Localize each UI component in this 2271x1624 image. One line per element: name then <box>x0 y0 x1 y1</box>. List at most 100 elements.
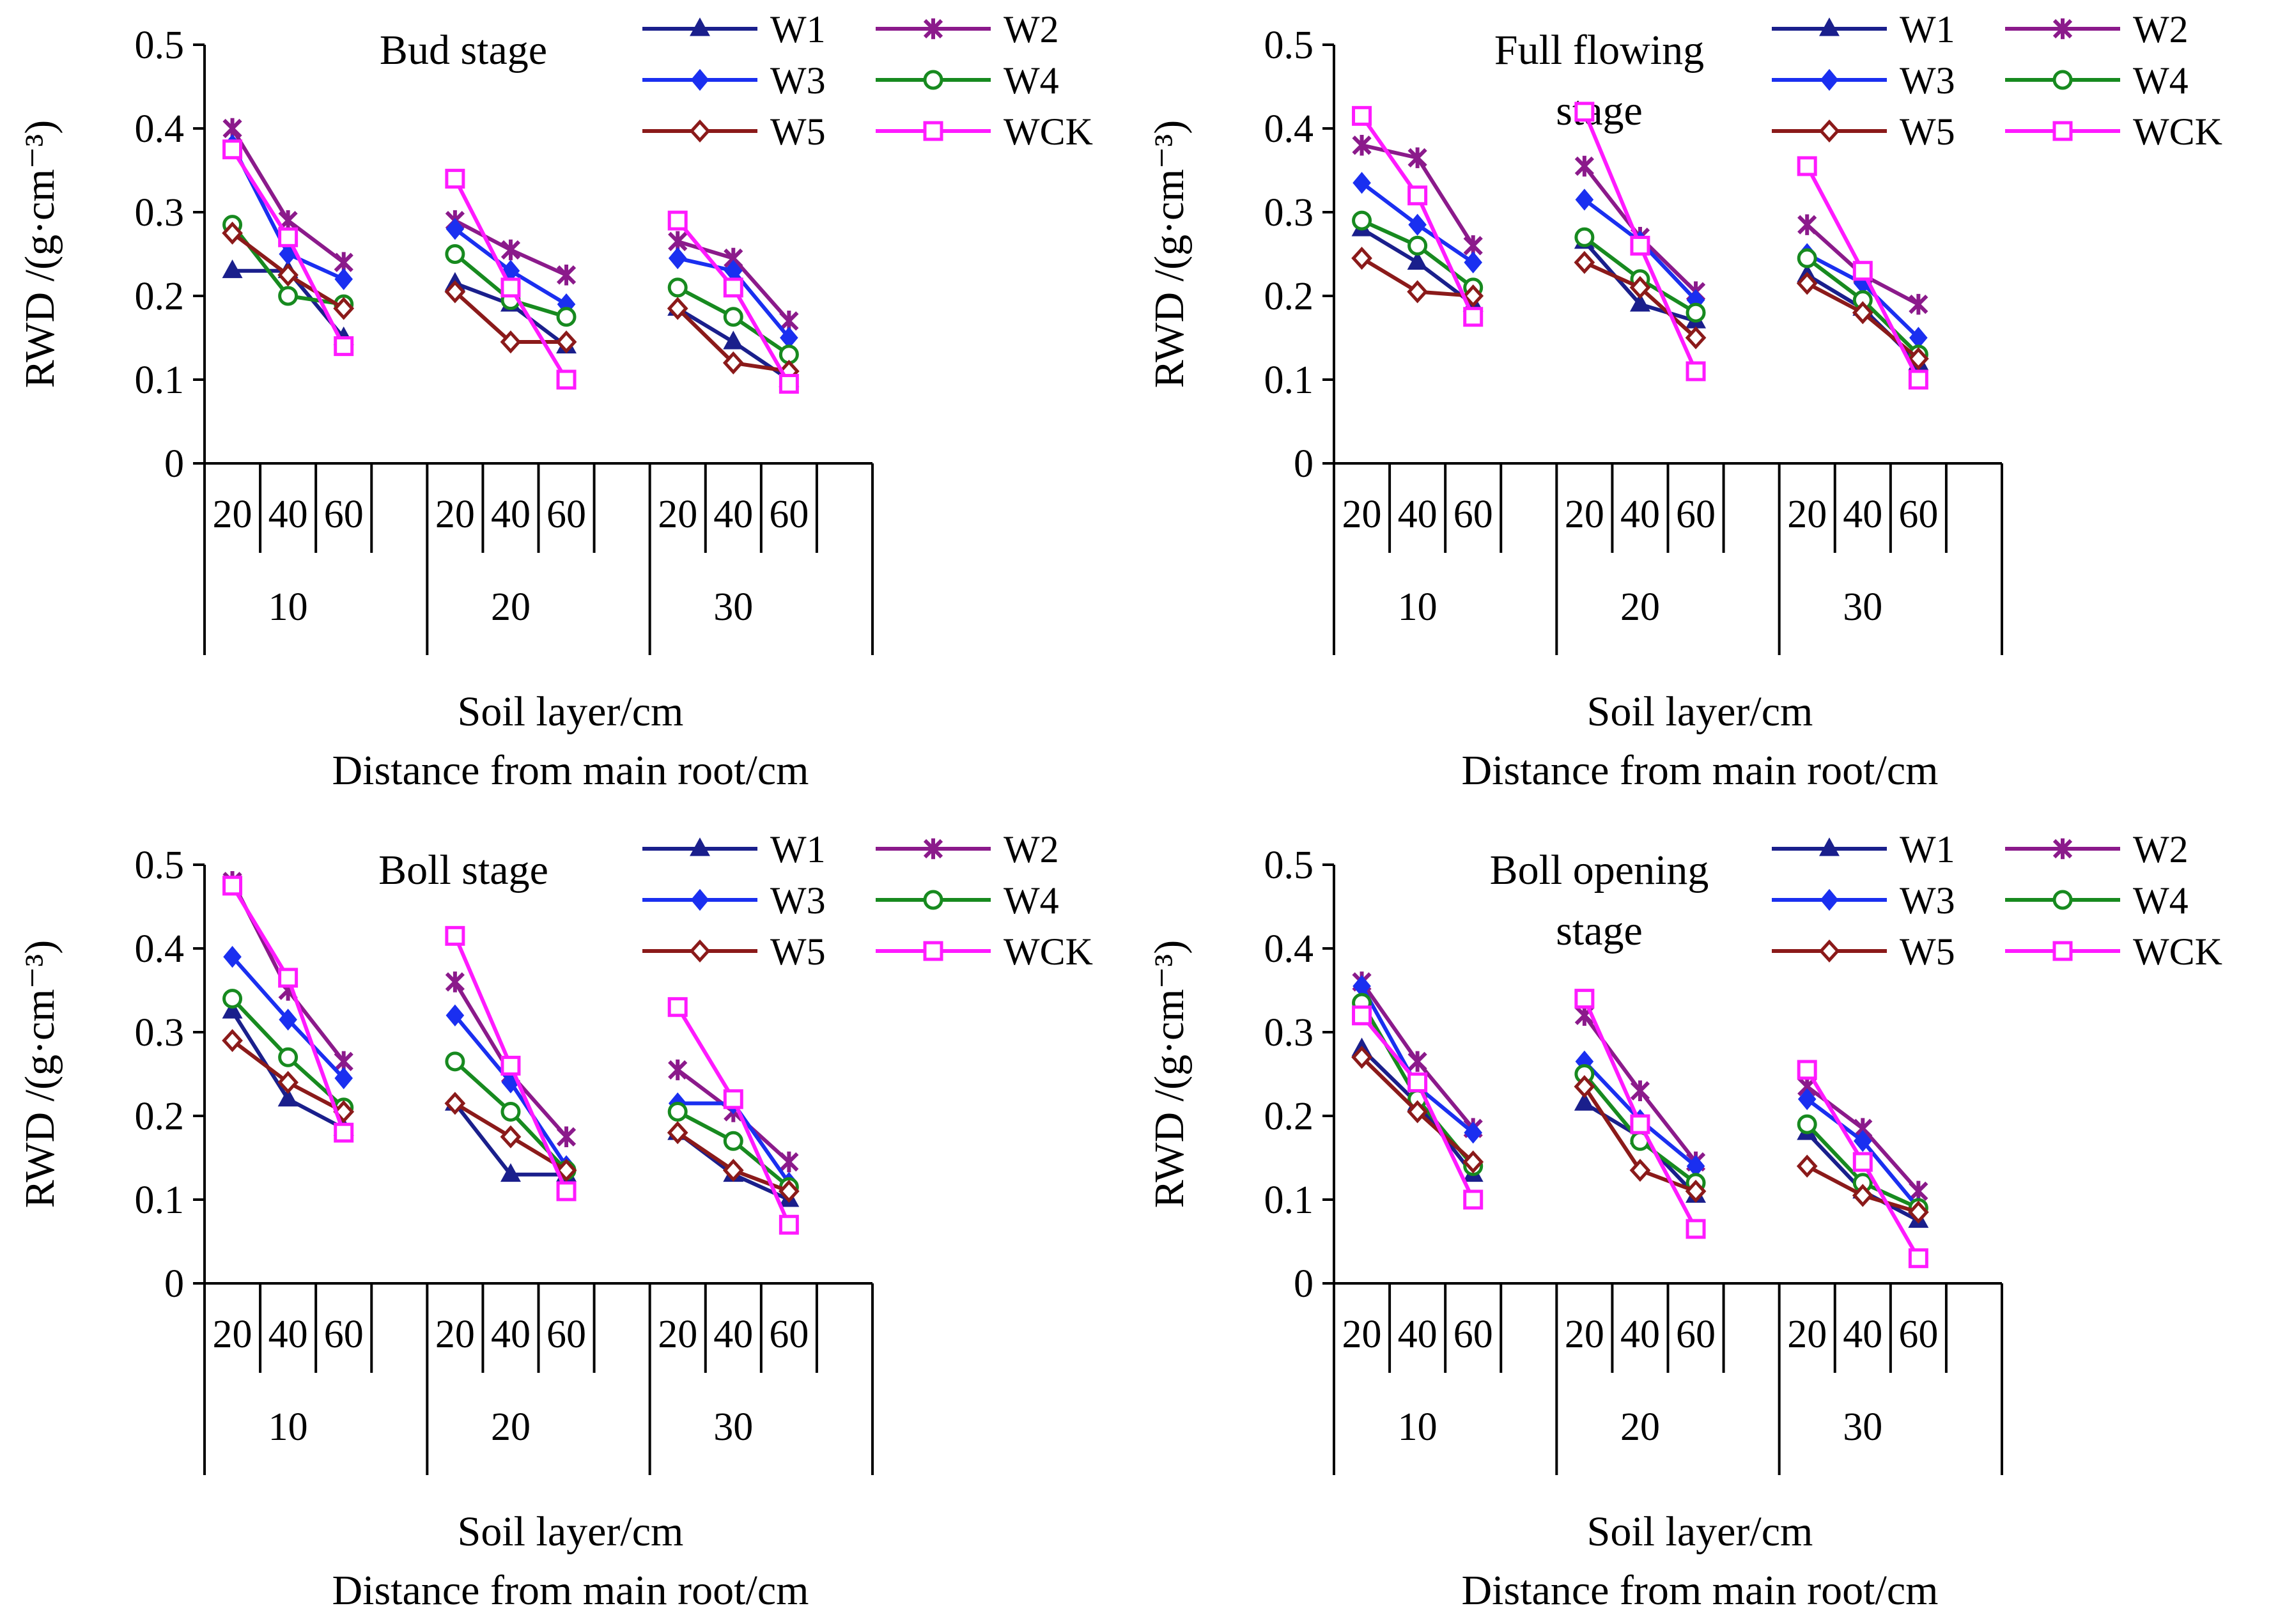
data-point-WCK <box>1852 261 1873 281</box>
y-tick-label: 0.2 <box>135 275 185 318</box>
data-point-W5 <box>1907 1200 1929 1224</box>
data-point-W5 <box>1407 280 1429 304</box>
chart-title-line1: Full flowing <box>1494 27 1704 73</box>
x-tick-label-soil-layer: 40 <box>1843 1313 1882 1356</box>
data-point-W5 <box>667 297 688 320</box>
legend: W1 W2 W3 W4 W5 WCK <box>1772 828 2222 973</box>
data-point-WCK <box>779 1214 799 1235</box>
x-tick-label-soil-layer: 20 <box>213 493 252 536</box>
legend-label-W3: W3 <box>1900 59 1955 102</box>
y-tick-label: 0.4 <box>1264 927 1314 971</box>
x-tick-label-distance: 30 <box>1843 585 1882 629</box>
y-tick-label: 0.5 <box>135 844 185 887</box>
legend-marker-W3 <box>1820 888 1839 911</box>
data-point-WCK <box>1852 1152 1873 1172</box>
chart-title: Bud stage <box>380 27 547 73</box>
data-point-W4 <box>222 989 243 1009</box>
series-W4 <box>1352 210 1928 365</box>
data-point-W5 <box>1629 275 1651 299</box>
x-axis-label-soil-layer: Soil layer/cm <box>458 688 684 735</box>
y-axis-label: RWD /(g·cm⁻³) <box>17 940 63 1208</box>
x-tick-label-soil-layer: 40 <box>1620 1313 1660 1356</box>
data-point-W5 <box>778 1179 800 1203</box>
data-point-W4 <box>445 1051 465 1072</box>
data-point-WCK <box>222 876 243 896</box>
legend-label-W1: W1 <box>1900 828 1955 870</box>
x-axis-label-distance: Distance from main root/cm <box>1462 747 1939 794</box>
y-tick-label: 0.3 <box>1264 191 1314 235</box>
x-tick-label-soil-layer: 20 <box>1787 1313 1827 1356</box>
data-point-W4 <box>723 1131 743 1151</box>
x-tick-label-soil-layer: 60 <box>324 1313 364 1356</box>
x-tick-label-soil-layer: 20 <box>1565 493 1604 536</box>
series-W4 <box>222 989 799 1197</box>
legend-label-W3: W3 <box>1900 879 1955 922</box>
data-point-WCK <box>1463 307 1484 327</box>
data-point-W3 <box>1408 213 1427 236</box>
legend: W1 W2 W3 W4 W5 WCK <box>642 828 1093 973</box>
x-tick-label-soil-layer: 40 <box>491 1313 531 1356</box>
x-tick-label-distance: 20 <box>1620 585 1660 629</box>
data-point-W5 <box>333 297 355 320</box>
legend-label-W4: W4 <box>2133 879 2189 922</box>
data-point-W3 <box>279 1009 297 1031</box>
legend-marker-W3 <box>690 888 709 911</box>
x-tick-label-distance: 20 <box>491 585 531 629</box>
data-point-W5 <box>1574 251 1595 274</box>
y-tick-label: 0.5 <box>1264 24 1314 67</box>
data-point-W4 <box>1352 210 1372 231</box>
data-point-W1 <box>1574 1092 1595 1111</box>
y-axis-label: RWD /(g·cm⁻³) <box>1146 940 1193 1208</box>
data-point-WCK <box>1463 1189 1484 1210</box>
y-tick-label: 0.5 <box>135 24 185 67</box>
x-tick-label-soil-layer: 40 <box>268 493 308 536</box>
data-point-W1 <box>222 259 243 279</box>
legend-label-W1: W1 <box>1900 8 1955 50</box>
series-W2 <box>1352 134 1928 315</box>
data-point-WCK <box>556 1181 577 1202</box>
legend-label-W5: W5 <box>770 931 826 973</box>
x-tick-label-soil-layer: 40 <box>713 493 753 536</box>
y-tick-label: 0.2 <box>1264 1095 1314 1138</box>
legend-marker-W4 <box>2052 890 2073 910</box>
data-point-WCK <box>1686 361 1706 382</box>
legend-label-W5: W5 <box>1900 931 1955 973</box>
data-point-W5 <box>1852 1184 1873 1207</box>
legend-label-W3: W3 <box>770 59 826 102</box>
x-tick-label-soil-layer: 40 <box>1620 493 1660 536</box>
data-point-WCK <box>667 997 688 1017</box>
x-tick-label-distance: 10 <box>1398 585 1438 629</box>
y-tick-label: 0.4 <box>135 107 185 151</box>
chart-panel-3: 0 0.1 0.2 0.3 0.4 0.5 RWD /(g·cm⁻³) 20 40 60 10 20 4… <box>17 828 1093 1614</box>
data-point-W5 <box>1852 301 1873 325</box>
data-point-W1 <box>1407 251 1428 270</box>
legend-marker-W1 <box>1819 837 1840 856</box>
y-tick-label: 0.3 <box>1264 1011 1314 1055</box>
x-tick-label-soil-layer: 20 <box>1565 1313 1604 1356</box>
data-point-WCK <box>500 277 521 298</box>
legend-label-W2: W2 <box>1004 8 1059 50</box>
series-W2 <box>222 118 799 332</box>
data-point-WCK <box>278 227 298 247</box>
x-tick-label-distance: 20 <box>491 1405 531 1449</box>
legend-marker-W1 <box>690 17 710 36</box>
data-point-W5 <box>444 280 466 304</box>
data-point-W3 <box>334 268 353 290</box>
data-point-WCK <box>1574 989 1595 1009</box>
x-tick-label-distance: 20 <box>1620 1405 1660 1449</box>
x-tick-label-soil-layer: 60 <box>1898 493 1938 536</box>
legend-label-W1: W1 <box>770 828 826 870</box>
x-tick-label-soil-layer: 60 <box>324 493 364 536</box>
data-point-W4 <box>723 307 743 327</box>
data-point-WCK <box>1407 1072 1428 1093</box>
data-point-W4 <box>1407 235 1428 256</box>
chart-panel-2: 0 0.1 0.2 0.3 0.4 0.5 RWD /(g·cm⁻³) 20 40 60 10 20 4… <box>1146 8 2222 794</box>
data-point-W5 <box>222 1029 243 1053</box>
x-tick-label-soil-layer: 60 <box>1676 493 1716 536</box>
data-point-W2 <box>556 1126 577 1147</box>
y-axis-label: RWD /(g·cm⁻³) <box>17 120 63 388</box>
x-tick-label-distance: 10 <box>268 1405 308 1449</box>
legend-marker-W2 <box>923 838 943 860</box>
data-point-W5 <box>444 1092 466 1115</box>
